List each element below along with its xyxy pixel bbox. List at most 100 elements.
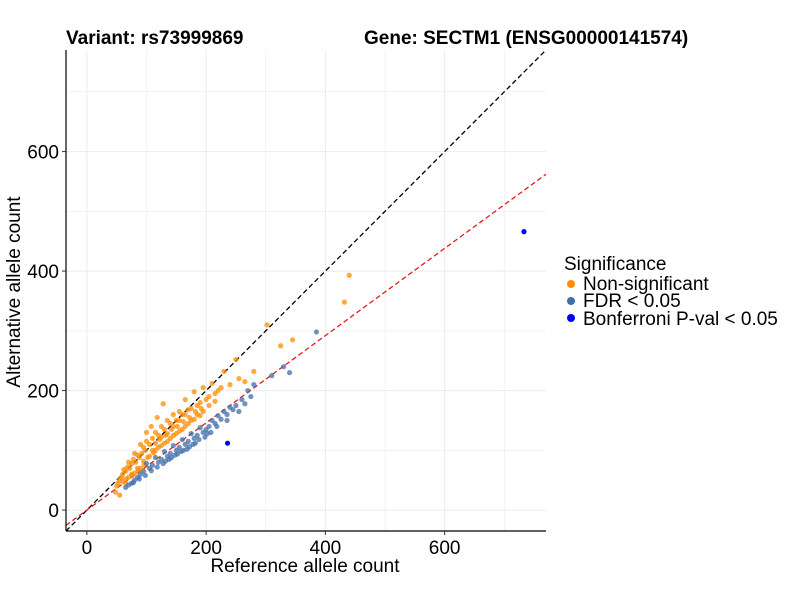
point-non-significant [233, 356, 239, 363]
point-fdr-0-05 [152, 454, 159, 461]
point-non-significant [137, 441, 144, 447]
point-non-significant [167, 435, 173, 441]
point-fdr-0-05 [170, 442, 176, 449]
x-tick-label: 200 [190, 538, 222, 559]
point-non-significant [143, 429, 150, 436]
point-fdr-0-05 [196, 436, 202, 443]
gene-title: Gene: SECTM1 (ENSG00000141574) [364, 28, 688, 49]
point-fdr-0-05 [236, 408, 242, 415]
point-non-significant [179, 426, 185, 433]
point-bonferroni-p-val-0-05 [521, 229, 527, 235]
point-bonferroni-p-val-0-05 [224, 440, 231, 446]
point-non-significant [170, 423, 176, 430]
point-non-significant [236, 376, 242, 382]
point-fdr-0-05 [123, 484, 129, 490]
point-fdr-0-05 [239, 396, 245, 403]
point-non-significant [251, 368, 257, 375]
point-non-significant [158, 434, 165, 440]
y-tick-label: 0 [48, 501, 59, 522]
point-non-significant [143, 438, 150, 444]
point-non-significant [117, 492, 123, 498]
point-non-significant [206, 402, 212, 409]
axes [65, 50, 546, 532]
point-non-significant [149, 435, 156, 441]
point-non-significant [173, 431, 179, 437]
point-fdr-0-05 [209, 417, 215, 424]
point-non-significant [197, 413, 203, 419]
point-non-significant [152, 429, 159, 436]
point-fdr-0-05 [182, 441, 188, 447]
y-tick-label: 600 [27, 143, 59, 164]
legend: Significance Non-significant FDR < 0.05 … [564, 254, 778, 330]
point-non-significant [174, 423, 181, 430]
point-non-significant [170, 411, 176, 418]
point-non-significant [152, 440, 159, 446]
point-fdr-0-05 [186, 444, 193, 450]
point-non-significant [148, 423, 154, 430]
point-non-significant [346, 272, 352, 278]
point-fdr-0-05 [148, 468, 154, 474]
point-non-significant [182, 411, 188, 418]
point-fdr-0-05 [162, 458, 169, 464]
x-tick-label: 0 [82, 538, 93, 559]
point-non-significant [182, 396, 188, 403]
grid-lines [66, 50, 546, 531]
point-non-significant [151, 450, 157, 456]
point-fdr-0-05 [130, 480, 136, 486]
point-non-significant [289, 337, 296, 343]
point-fdr-0-05 [204, 431, 210, 437]
data-points [112, 229, 527, 498]
variant-title: Variant: rs73999869 [66, 28, 243, 49]
point-fdr-0-05 [227, 404, 233, 410]
legend-marker-non-significant [567, 280, 575, 288]
point-non-significant [164, 431, 170, 437]
point-non-significant [164, 417, 170, 424]
point-non-significant [160, 401, 166, 407]
point-non-significant [200, 384, 206, 391]
point-non-significant [154, 414, 160, 421]
point-fdr-0-05 [242, 401, 248, 407]
point-fdr-0-05 [245, 387, 251, 394]
point-non-significant [341, 299, 348, 305]
point-non-significant [227, 382, 233, 388]
point-non-significant [194, 402, 200, 409]
point-non-significant [191, 389, 197, 395]
point-fdr-0-05 [180, 447, 187, 453]
legend-label-bonferroni: Bonferroni P-val < 0.05 [583, 309, 778, 330]
point-non-significant [212, 390, 218, 397]
point-fdr-0-05 [174, 451, 181, 457]
point-non-significant [191, 416, 197, 422]
point-fdr-0-05 [168, 454, 175, 461]
point-non-significant [198, 405, 204, 412]
point-non-significant [145, 454, 151, 461]
reference-line-fit [65, 173, 547, 526]
point-non-significant [123, 476, 129, 482]
y-tick-label: 200 [27, 382, 59, 403]
point-non-significant [185, 407, 191, 413]
y-axis-label: Alternative allele count [4, 196, 25, 388]
tick-labels: 0 200 400 600 0 200 400 600 [27, 143, 460, 559]
point-fdr-0-05 [218, 416, 224, 422]
point-non-significant [186, 414, 193, 421]
point-non-significant [130, 456, 136, 462]
point-fdr-0-05 [269, 373, 275, 379]
point-fdr-0-05 [179, 436, 185, 443]
point-non-significant [155, 444, 162, 450]
point-non-significant [176, 417, 182, 424]
point-non-significant [264, 322, 270, 328]
point-non-significant [126, 459, 132, 465]
point-fdr-0-05 [154, 464, 160, 470]
point-non-significant [131, 450, 138, 456]
x-axis-label: Reference allele count [210, 556, 400, 577]
point-fdr-0-05 [214, 423, 220, 430]
legend-marker-fdr [567, 297, 575, 305]
point-fdr-0-05 [143, 460, 150, 467]
point-fdr-0-05 [215, 413, 221, 419]
point-non-significant [221, 368, 227, 375]
point-non-significant [278, 343, 284, 349]
point-fdr-0-05 [191, 435, 197, 441]
legend-title: Significance [564, 254, 666, 275]
point-non-significant [114, 483, 120, 489]
point-fdr-0-05 [224, 417, 230, 424]
